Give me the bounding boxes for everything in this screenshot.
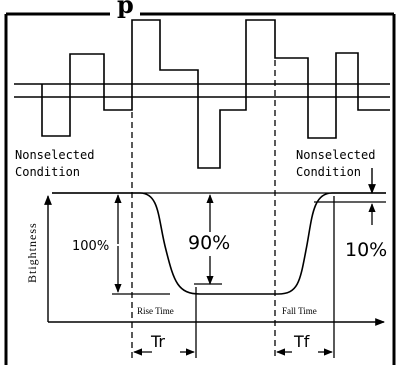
left-condition-label-line2: Condition — [15, 165, 80, 179]
drive-waveform — [41, 19, 390, 169]
tf-label: Tf — [293, 332, 310, 351]
y-axis-label: Btightness — [25, 222, 39, 283]
full-label: 100% — [72, 239, 109, 254]
ninety-label: 90% — [188, 232, 230, 254]
right-condition-label-line2: Condition — [296, 165, 361, 179]
left-condition-label-line1: Nonselected — [15, 148, 94, 162]
fall-time-label: Fall Time — [282, 306, 317, 316]
ten-label: 10% — [345, 239, 387, 261]
header-fragment: p — [117, 0, 134, 19]
tr-label: Tr — [150, 332, 165, 351]
right-condition-label-line1: Nonselected — [296, 148, 375, 162]
brightness-curve — [52, 192, 386, 295]
rise-time-label: Rise Time — [137, 306, 174, 316]
